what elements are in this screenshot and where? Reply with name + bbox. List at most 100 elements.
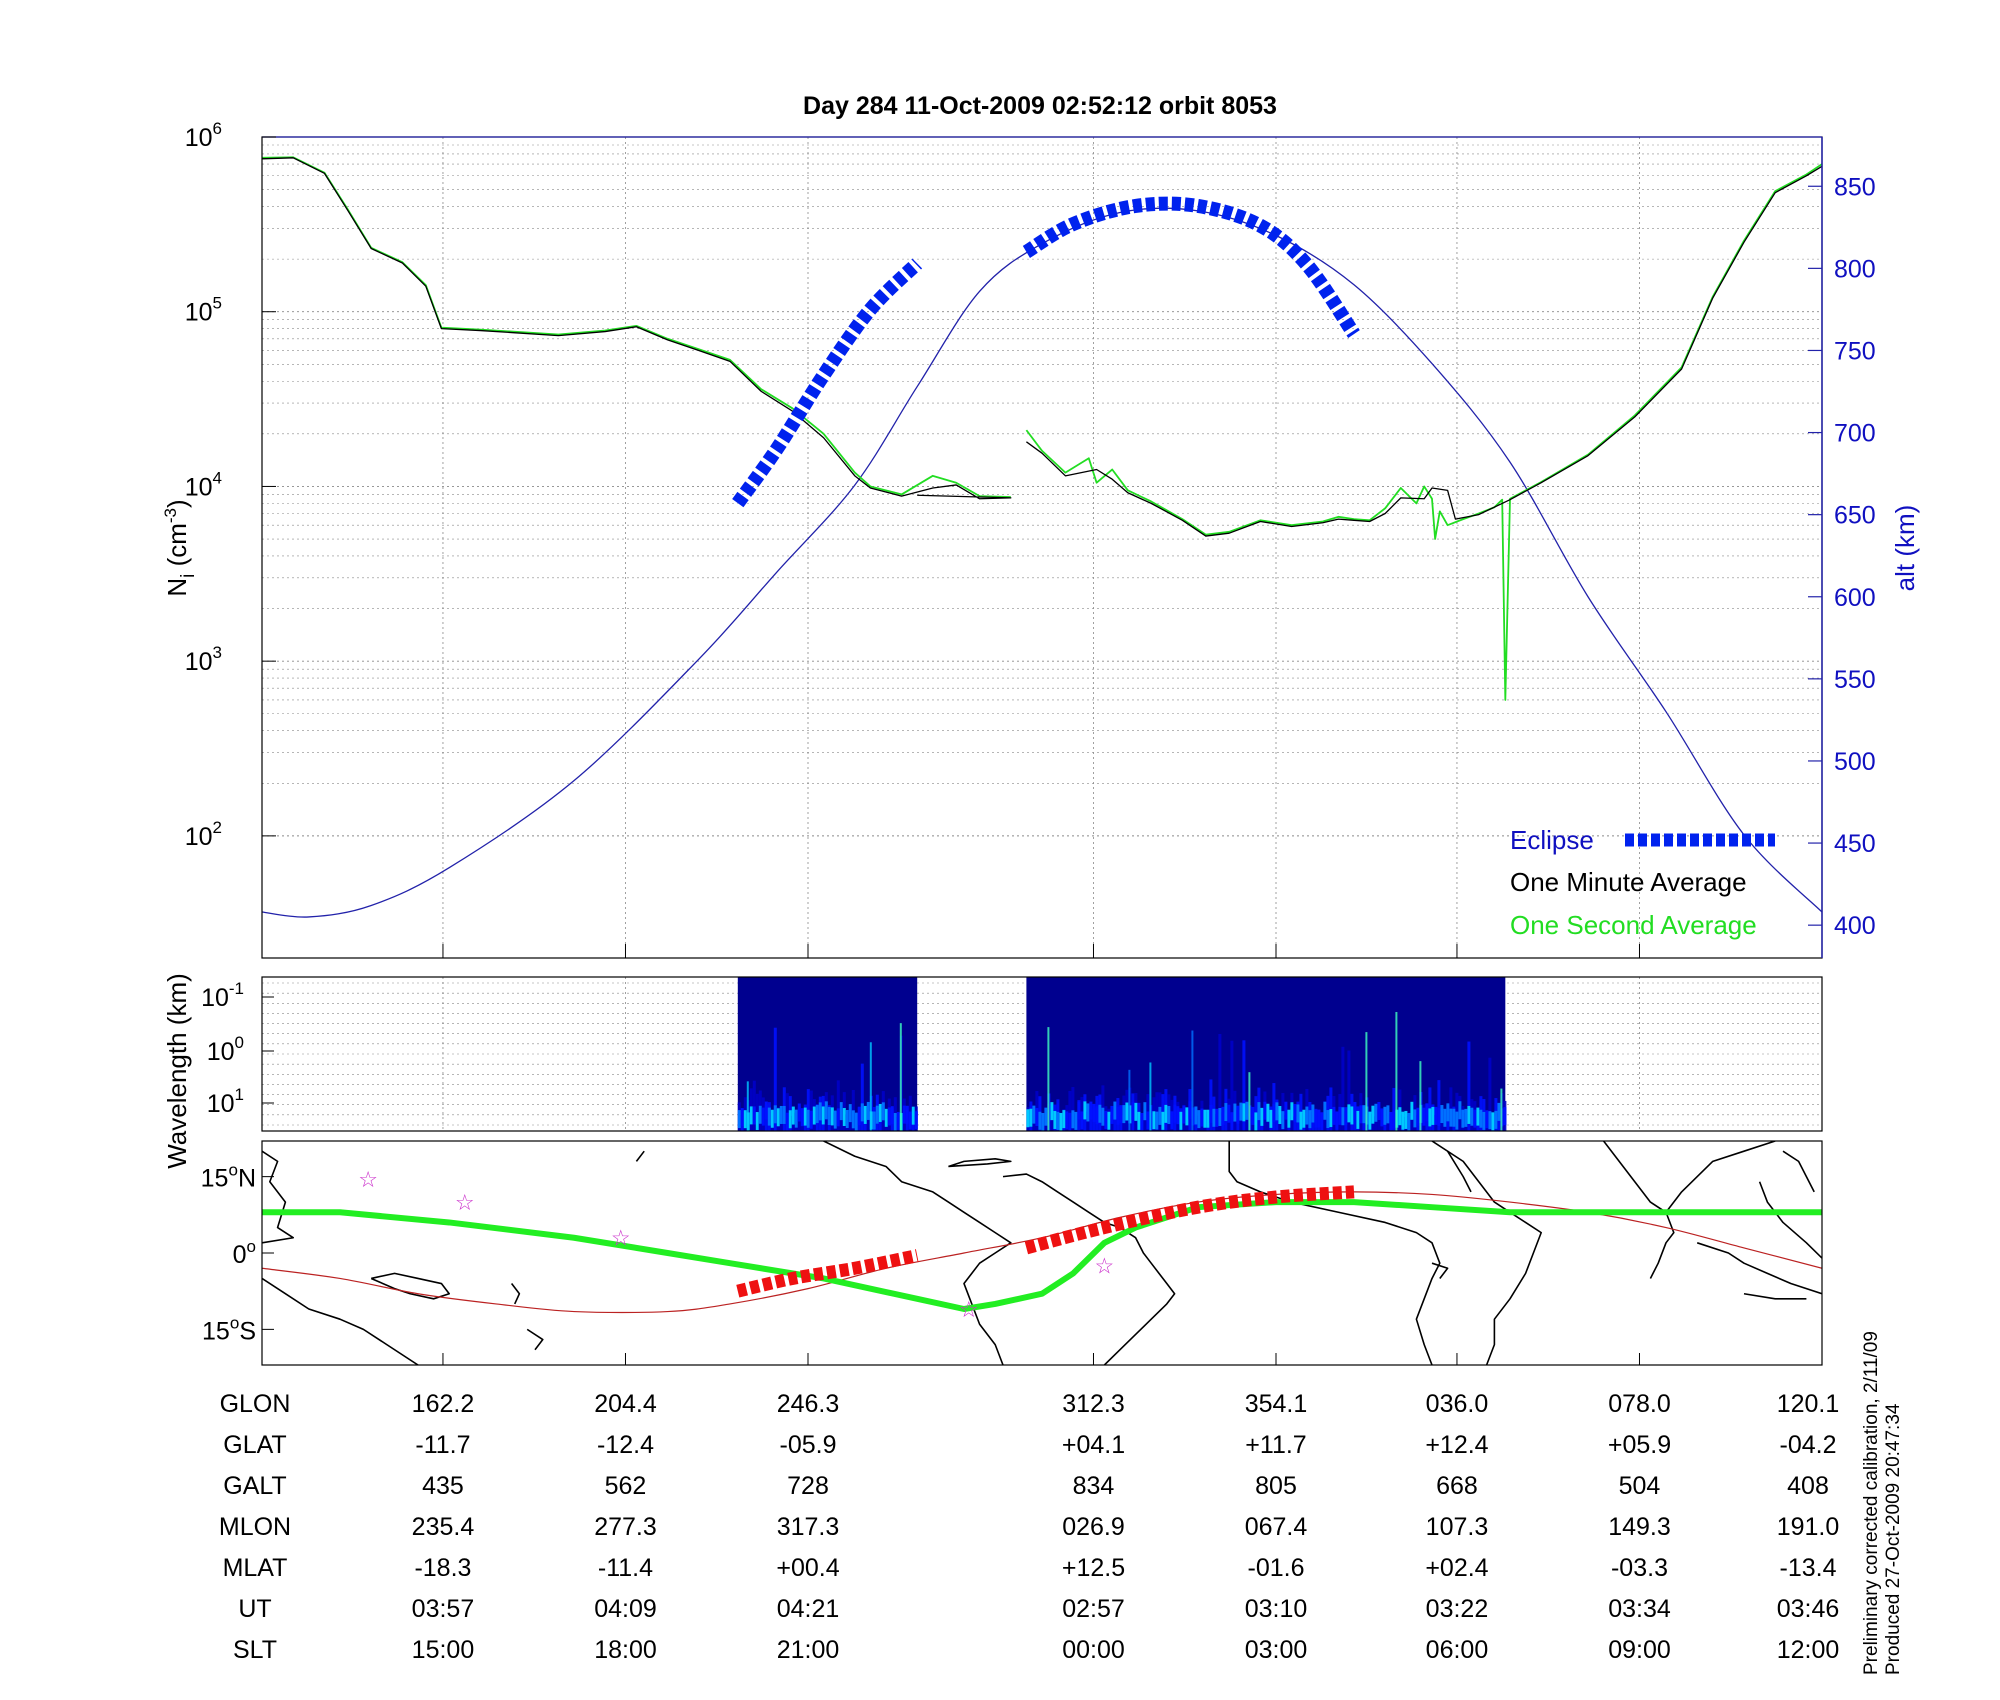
spectrogram-stripe [1386,1105,1390,1124]
table-row-label: MLAT [223,1554,288,1582]
map-eclipse-segment [736,1249,919,1298]
coastline [262,1150,294,1244]
spectrogram-stripe [1461,1109,1465,1128]
spectrogram-stripe [881,1102,885,1121]
spectrogram-y-tick-label: 100 [207,1033,244,1066]
density-y-tick-label: 106 [185,119,222,152]
table-cell: 026.9 [1062,1513,1125,1541]
spectrogram-stripe [1137,1111,1141,1130]
tick-base: 10 [185,299,213,327]
chart-title: Day 284 11-Oct-2009 02:52:12 orbit 8053 [803,92,1277,120]
tick-exponent: 2 [213,818,222,837]
spectrogram-stripe [1266,1113,1270,1131]
spectrogram-stripe [1035,1107,1039,1126]
one-minute-average-line [261,157,1012,500]
table-cell: +11.7 [1245,1431,1306,1459]
spectrogram-stripe [1284,1115,1288,1131]
spectrogram-stripe [791,1106,795,1125]
ephemeris-table: GLON 162.2 204.4 246.3 312.3 354.1 036.0 078.0 1… [219,1390,1839,1664]
spectrogram-stripe [803,1107,807,1126]
table-cell: 15:00 [412,1636,475,1664]
spectrogram-stripe [749,1106,753,1125]
spectrogram-stripe [1212,1108,1216,1127]
calibration-note: Preliminary corrected calibration, 2/11/… [1861,1331,1904,1675]
table-cell: +00.4 [776,1554,839,1582]
spectrogram-stripe [1323,1101,1327,1120]
spectrogram-stripe [893,1112,897,1131]
eclipse-marker-segment [1022,196,1360,338]
spectrogram-blocks [737,977,1507,1131]
spectrogram-stripe [1458,1101,1462,1120]
spectrogram-stripe [1362,1105,1366,1124]
spectrogram-stripe [806,1109,810,1128]
table-cell: 668 [1436,1472,1478,1500]
satellite-track-line [262,1199,1822,1312]
spectrogram-stripe [1173,1104,1177,1123]
table-cell: 435 [422,1472,464,1500]
density-y-label-main: N [162,578,192,597]
spectrogram-stripe [1080,1111,1084,1130]
table-cell: 805 [1255,1472,1297,1500]
spectrogram-stripe [1143,1102,1147,1121]
spectrogram-stripe [1341,1046,1345,1131]
spectrogram-stripe [860,1063,864,1131]
tick-base: 10 [207,1038,235,1066]
density-x-ticks [442,944,1823,958]
spectrogram-stripe [1194,1106,1198,1125]
spectrogram-stripe [1479,1109,1483,1128]
table-cell: -13.4 [1780,1554,1837,1582]
spectrogram-stripe [887,1107,891,1126]
spectrogram-stripe [1377,1102,1381,1121]
spectrogram-stripe [1203,1109,1207,1128]
density-y-tick-label: 105 [185,294,222,327]
spectrogram-stripe [776,1108,780,1127]
altitude-y-tick-label: 550 [1834,666,1876,694]
satellite-track [262,1199,1822,1312]
spectrogram-stripe [1368,1111,1372,1130]
spectrogram-stripe [1296,1104,1300,1123]
spectrogram-stripe [752,1106,756,1125]
spectrogram-stripe [1497,1113,1501,1131]
spectrogram-stripe [1287,1109,1291,1128]
spectrogram-stripe [1245,1101,1249,1120]
spectrogram-stripe [896,1111,900,1130]
spectrogram-stripe [1389,1112,1393,1131]
spectrogram-stripe [770,1109,774,1128]
lat-value: 15 [201,1165,229,1193]
spectrogram-stripe [1338,1106,1342,1125]
spectrogram-stripe [752,1080,756,1131]
spectrogram-stripe [1320,1112,1324,1131]
table-cell: 04:21 [777,1595,840,1623]
spectrogram-stripe [1284,1101,1288,1120]
table-cell: 504 [1619,1472,1661,1500]
table-cell: 03:46 [1777,1595,1840,1623]
table-cell: 036.0 [1426,1390,1489,1418]
spectrogram-stripe [1290,1102,1294,1121]
spectrogram-stripe [1401,1111,1405,1130]
spectrogram-stripe [1422,1107,1426,1126]
spectrogram-stripe [1050,1110,1054,1131]
spectrogram-stripe [1404,1110,1408,1129]
spectrogram-stripe [800,1108,804,1127]
spectrogram-stripe [1182,1105,1186,1124]
spectrogram-stripe [1341,1107,1345,1126]
spectrogram-stripe [773,1105,777,1124]
spectrogram-stripe [1437,1108,1441,1127]
spectrogram-stripe [1344,1107,1348,1126]
legend-one-minute-label: One Minute Average [1510,867,1747,897]
spectrogram-stripe [1269,1109,1273,1128]
table-row-label: MLON [219,1513,291,1541]
density-y-label-close: ) [162,499,192,508]
coastline [1758,1181,1822,1259]
table-cell: 312.3 [1062,1390,1125,1418]
spectrogram-stripe [1230,1040,1234,1131]
spectrogram-stripe [1092,1103,1096,1122]
spectrogram-stripe [1497,1102,1501,1121]
spectrogram-stripe [1326,1110,1330,1129]
density-y-label-unit: (cm [162,523,192,574]
table-cell: 06:00 [1426,1636,1489,1664]
spectrogram-stripe [1113,1114,1117,1131]
spectrogram-stripe [1146,1111,1150,1130]
table-cell: -12.4 [597,1431,654,1459]
spectrogram-stripe [1059,1112,1063,1131]
